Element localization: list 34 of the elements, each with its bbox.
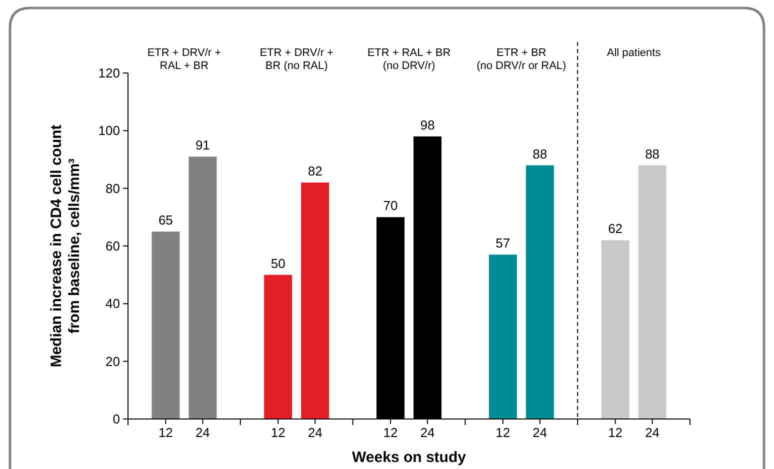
data-label: 91 [195,138,210,153]
y-tick-label: 0 [112,412,120,427]
x-tick-label: 12 [608,425,623,440]
data-label: 50 [270,256,286,271]
data-label: 98 [420,117,435,132]
text: ETR + RAL + BR (no DRV/r) [367,47,451,72]
x-tick-label: 24 [645,425,660,440]
data-label: 65 [158,212,173,228]
data-label: 88 [645,146,660,162]
data-label: 70 [383,198,398,214]
x-tick-label: 12 [158,425,173,440]
x-tick-label: 12 [383,425,398,440]
x-axis-title: Weeks on study [352,449,467,466]
text: ETR + BR (no DRV/r or RAL) [476,47,566,72]
data-label: 88 [532,146,548,162]
data-label: 57 [496,236,510,251]
y-tick-label: 80 [106,180,120,196]
y-tick-label: 100 [98,123,120,138]
y-tick-label: 60 [106,238,120,254]
x-tick-label: 12 [270,425,286,440]
data-label: 62 [608,221,623,236]
x-tick-label: 24 [420,425,435,440]
text: ETR + DRV/r + RAL + BR [147,47,222,72]
x-tick-label: 24 [532,425,548,440]
x-tick-label: 24 [195,425,210,440]
y-tick-label: 40 [106,296,120,312]
y-tick-label: 20 [106,354,120,369]
x-tick-label: 12 [496,425,510,440]
y-axis-title: Median increase in CD4 cell count from baseline, cells/mm³ [48,124,83,368]
text: ETR + DRV/r + BR (no RAL) [260,47,334,72]
y-tick-label: 120 [98,66,120,81]
x-tick-label: 24 [308,425,322,440]
text: All patients [606,47,662,59]
data-label: 82 [308,164,322,179]
